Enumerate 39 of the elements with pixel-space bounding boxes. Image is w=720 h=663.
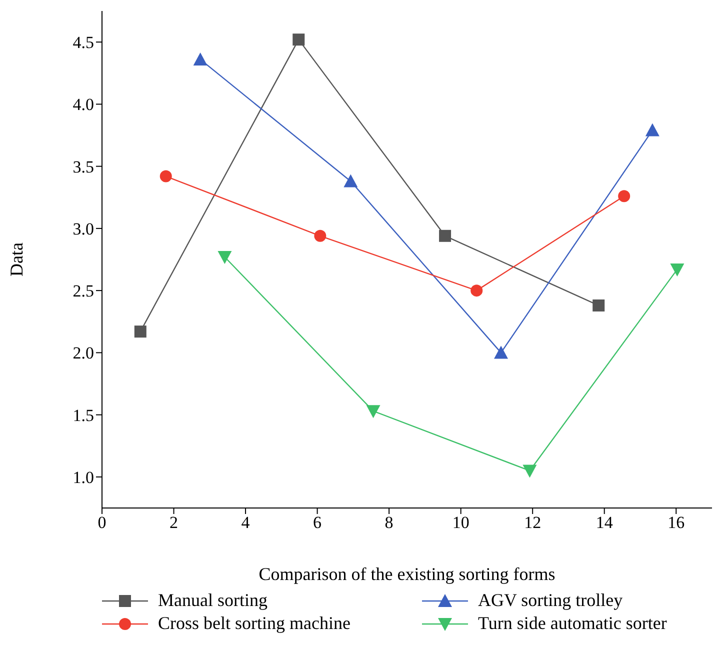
- point: [314, 230, 326, 242]
- y-tick-label: 3.0: [72, 219, 94, 238]
- point: [366, 405, 380, 418]
- point: [218, 251, 232, 264]
- point: [160, 170, 172, 182]
- point: [522, 464, 537, 478]
- y-axis-title: Data: [6, 242, 26, 276]
- point: [645, 123, 660, 136]
- y-tick-label: 4.5: [72, 33, 94, 52]
- point: [439, 230, 452, 242]
- x-tick-label: 6: [313, 513, 322, 532]
- x-tick-label: 14: [596, 513, 614, 532]
- x-tick-label: 4: [241, 513, 250, 532]
- x-tick-label: 8: [384, 513, 394, 532]
- x-tick-label: 10: [452, 513, 470, 532]
- x-tick-label: 16: [668, 513, 685, 532]
- legend-label: Manual sorting: [158, 590, 268, 611]
- legend-label: Turn side automatic sorter: [478, 613, 667, 634]
- y-tick-label: 2.0: [72, 344, 94, 363]
- point: [670, 263, 684, 276]
- y-tick-label: 2.5: [72, 282, 94, 301]
- point: [592, 299, 605, 312]
- point: [618, 190, 630, 202]
- y-tick-label: 1.0: [72, 468, 94, 487]
- y-tick-label: 3.5: [72, 157, 94, 176]
- x-tick-label: 12: [524, 513, 542, 532]
- point: [470, 284, 483, 297]
- x-tick-label: 2: [170, 513, 178, 532]
- legend-label: Cross belt sorting machine: [158, 613, 350, 634]
- y-tick-label: 4.0: [72, 95, 94, 114]
- point: [292, 34, 305, 46]
- x-tick-label: 0: [98, 513, 106, 532]
- legend-label: AGV sorting trolley: [478, 590, 623, 611]
- x-axis-title: Comparison of the existing sorting forms: [258, 564, 556, 584]
- point: [193, 52, 208, 66]
- y-tick-label: 1.5: [72, 406, 94, 425]
- point: [134, 326, 146, 338]
- point: [344, 174, 358, 188]
- point: [494, 346, 508, 359]
